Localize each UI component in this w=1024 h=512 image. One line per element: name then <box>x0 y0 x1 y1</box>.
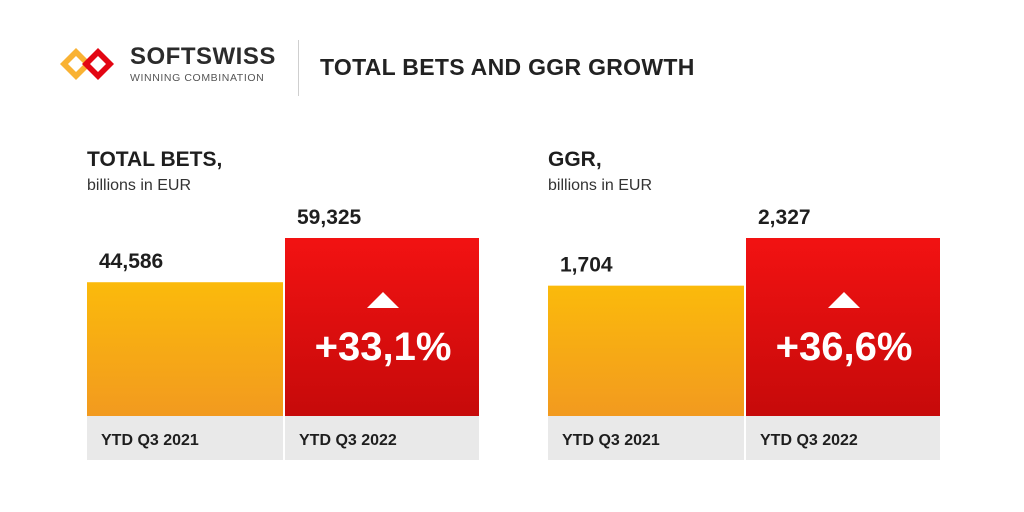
growth-percent-label: +36,6% <box>776 325 913 369</box>
bar-2021 <box>87 282 283 416</box>
softswiss-logo-icon <box>60 48 114 80</box>
value-label: 1,704 <box>560 254 613 277</box>
header-divider <box>298 40 299 96</box>
category-label: YTD Q3 2021 <box>101 432 199 449</box>
total-bets-panel: TOTAL BETS, billions in EUR YTD Q3 2021 4… <box>87 148 479 468</box>
chart-subtitle: billions in EUR <box>87 177 192 194</box>
category-band <box>285 416 479 460</box>
triangle-up-icon <box>367 292 399 308</box>
value-label: 2,327 <box>758 206 811 229</box>
ggr-chart: YTD Q3 2021 1,704 YTD Q3 2022 2,327 +36,6% <box>548 206 940 460</box>
ggr-panel: GGR, billions in EUR YTD Q3 2021 1,704 YTD… <box>548 148 940 468</box>
brand-name: SOFTSWISS <box>130 43 276 70</box>
value-label: 59,325 <box>297 206 362 229</box>
category-band <box>548 416 744 460</box>
category-label: YTD Q3 2021 <box>562 432 660 449</box>
header: SOFTSWISS WINNING COMBINATION TOTAL BETS… <box>58 40 758 96</box>
category-label: YTD Q3 2022 <box>760 432 858 449</box>
chart-title: GGR, <box>548 148 602 171</box>
bar-2021 <box>548 285 744 416</box>
total-bets-chart: YTD Q3 2021 44,586 YTD Q3 2022 59,325 +33,1% <box>87 206 479 460</box>
bar-2022 <box>285 238 479 416</box>
brand-tagline: WINNING COMBINATION <box>130 72 265 84</box>
value-label: 44,586 <box>99 250 163 273</box>
category-band <box>746 416 940 460</box>
report-title: TOTAL BETS AND GGR GROWTH <box>320 54 695 80</box>
category-band <box>87 416 283 460</box>
triangle-up-icon <box>828 292 860 308</box>
bar-2022 <box>746 238 940 416</box>
growth-percent-label: +33,1% <box>315 325 452 369</box>
chart-title: TOTAL BETS, <box>87 148 223 171</box>
chart-subtitle: billions in EUR <box>548 177 653 194</box>
category-label: YTD Q3 2022 <box>299 432 397 449</box>
